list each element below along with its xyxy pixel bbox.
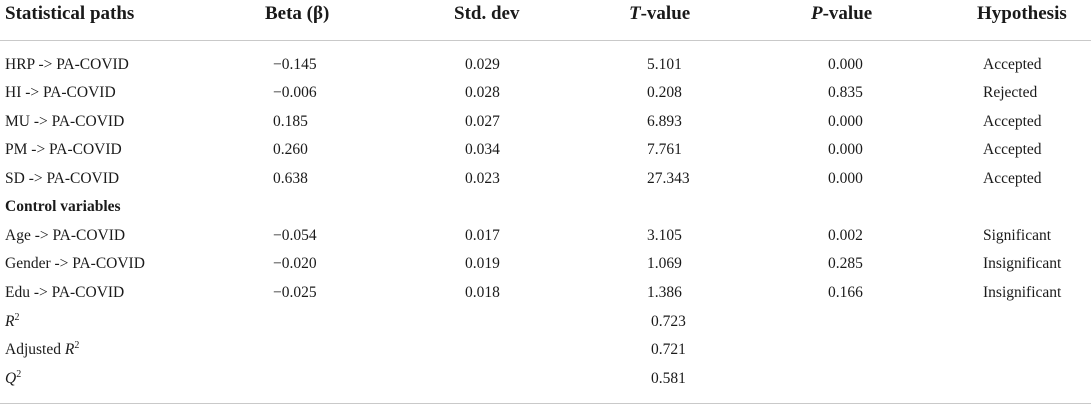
cell-path: HRP -> PA-COVID	[5, 56, 129, 73]
cell-p: 0.835	[828, 84, 863, 101]
cell-t: 27.343	[647, 170, 690, 187]
adjusted-prefix: Adjusted	[5, 341, 65, 358]
header-t-italic: T	[629, 3, 641, 24]
cell-hypothesis: Significant	[983, 227, 1052, 244]
cell-beta: −0.054	[273, 227, 317, 244]
cell-t: 1.069	[647, 255, 682, 272]
control-variables-heading: Control variables	[5, 198, 121, 215]
cell-sd: 0.019	[465, 255, 500, 272]
r-squared-value: 0.723	[651, 313, 686, 330]
cell-beta: −0.020	[273, 255, 317, 272]
cell-beta: −0.006	[273, 84, 317, 101]
cell-t: 7.761	[647, 141, 682, 158]
cell-hypothesis: Accepted	[983, 141, 1042, 158]
cell-p: 0.000	[828, 170, 863, 187]
cell-sd: 0.023	[465, 170, 500, 187]
cell-p: 0.000	[828, 113, 863, 130]
q-squared-value: 0.581	[651, 370, 686, 387]
table-bottom-rule	[0, 403, 1091, 404]
cell-hypothesis: Insignificant	[983, 284, 1062, 301]
cell-beta: −0.025	[273, 284, 317, 301]
header-t-value: T-value	[629, 2, 690, 26]
cell-path: PM -> PA-COVID	[5, 141, 122, 158]
cell-t: 5.101	[647, 56, 682, 73]
adjusted-r-symbol: R	[64, 341, 75, 358]
cell-hypothesis: Accepted	[983, 170, 1042, 187]
header-t-rest: -value	[640, 3, 691, 24]
table-top-rule	[0, 40, 1091, 41]
cell-beta: 0.638	[273, 170, 308, 187]
r-squared-sup: 2	[14, 312, 20, 323]
cell-sd: 0.034	[465, 141, 500, 158]
cell-path: MU -> PA-COVID	[5, 113, 125, 130]
header-std-dev: Std. dev	[454, 3, 520, 24]
cell-sd: 0.018	[465, 284, 500, 301]
cell-beta: −0.145	[273, 56, 317, 73]
cell-p: 0.000	[828, 56, 863, 73]
cell-p: 0.002	[828, 227, 863, 244]
cell-hypothesis: Accepted	[983, 113, 1042, 130]
cell-hypothesis: Rejected	[983, 84, 1038, 101]
q-squared-symbol: Q	[5, 370, 17, 387]
header-p-italic: P	[811, 3, 823, 24]
cell-path: SD -> PA-COVID	[5, 170, 120, 187]
q-squared-label: Q2	[5, 369, 21, 389]
cell-sd: 0.028	[465, 84, 500, 101]
adjusted-r-squared-label: Adjusted R2	[5, 340, 79, 360]
cell-path: HI -> PA-COVID	[5, 84, 116, 101]
cell-beta: 0.185	[273, 113, 308, 130]
adjusted-r-squared-value: 0.721	[651, 341, 686, 358]
cell-path: Edu -> PA-COVID	[5, 284, 125, 301]
cell-path: Gender -> PA-COVID	[5, 255, 145, 272]
cell-t: 3.105	[647, 227, 682, 244]
header-p-value: P-value	[811, 2, 872, 26]
header-beta: Beta (β)	[265, 3, 330, 24]
cell-hypothesis: Accepted	[983, 56, 1042, 73]
q-squared-sup: 2	[16, 369, 22, 380]
cell-beta: 0.260	[273, 141, 308, 158]
cell-hypothesis: Insignificant	[983, 255, 1062, 272]
cell-p: 0.166	[828, 284, 863, 301]
adjusted-r-sup: 2	[74, 340, 80, 351]
cell-t: 0.208	[647, 84, 682, 101]
cell-t: 1.386	[647, 284, 682, 301]
cell-p: 0.285	[828, 255, 863, 272]
cell-sd: 0.027	[465, 113, 500, 130]
cell-path: Age -> PA-COVID	[5, 227, 126, 244]
r-squared-symbol: R	[5, 313, 15, 330]
r-squared-label: R2	[5, 312, 19, 332]
header-hypothesis: Hypothesis	[977, 3, 1067, 24]
cell-t: 6.893	[647, 113, 682, 130]
cell-sd: 0.017	[465, 227, 500, 244]
cell-sd: 0.029	[465, 56, 500, 73]
header-statistical-paths: Statistical paths	[5, 3, 135, 24]
header-p-rest: -value	[822, 3, 873, 24]
cell-p: 0.000	[828, 141, 863, 158]
